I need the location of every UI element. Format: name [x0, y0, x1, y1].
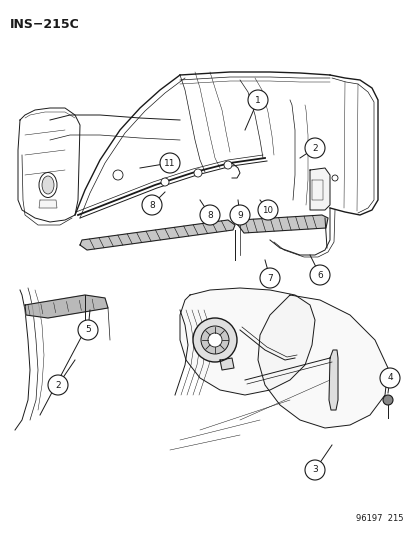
- Text: 2: 2: [311, 143, 317, 152]
- Ellipse shape: [42, 176, 54, 194]
- Circle shape: [161, 178, 169, 186]
- Circle shape: [207, 333, 221, 347]
- Text: 8: 8: [206, 211, 212, 220]
- Circle shape: [194, 169, 202, 177]
- Circle shape: [230, 205, 249, 225]
- Polygon shape: [180, 288, 314, 395]
- Circle shape: [257, 200, 277, 220]
- Text: 3: 3: [311, 465, 317, 474]
- Text: 9: 9: [237, 211, 242, 220]
- Circle shape: [304, 460, 324, 480]
- Circle shape: [201, 326, 228, 354]
- Polygon shape: [80, 220, 235, 250]
- Circle shape: [304, 138, 324, 158]
- Text: 96197  215: 96197 215: [356, 514, 403, 523]
- Text: 6: 6: [316, 271, 322, 279]
- Circle shape: [159, 153, 180, 173]
- Circle shape: [379, 368, 399, 388]
- Text: 8: 8: [149, 200, 154, 209]
- Circle shape: [142, 195, 161, 215]
- Circle shape: [382, 395, 392, 405]
- Polygon shape: [309, 168, 329, 210]
- Circle shape: [247, 90, 267, 110]
- Polygon shape: [257, 295, 387, 428]
- Text: 1: 1: [254, 95, 260, 104]
- Text: INS−215C: INS−215C: [10, 18, 80, 31]
- Polygon shape: [25, 295, 108, 318]
- Polygon shape: [328, 350, 337, 410]
- Circle shape: [331, 175, 337, 181]
- Circle shape: [113, 170, 123, 180]
- Text: 11: 11: [164, 158, 176, 167]
- Text: 4: 4: [386, 374, 392, 383]
- Ellipse shape: [39, 173, 57, 198]
- Circle shape: [199, 205, 219, 225]
- Polygon shape: [237, 215, 327, 233]
- Circle shape: [192, 318, 236, 362]
- Circle shape: [259, 268, 279, 288]
- Text: 10: 10: [262, 206, 273, 214]
- Circle shape: [78, 320, 98, 340]
- Circle shape: [223, 161, 231, 169]
- Polygon shape: [219, 358, 233, 370]
- Text: 7: 7: [266, 273, 272, 282]
- Text: 2: 2: [55, 381, 61, 390]
- Circle shape: [309, 265, 329, 285]
- Text: 5: 5: [85, 326, 91, 335]
- Circle shape: [48, 375, 68, 395]
- Polygon shape: [39, 200, 57, 208]
